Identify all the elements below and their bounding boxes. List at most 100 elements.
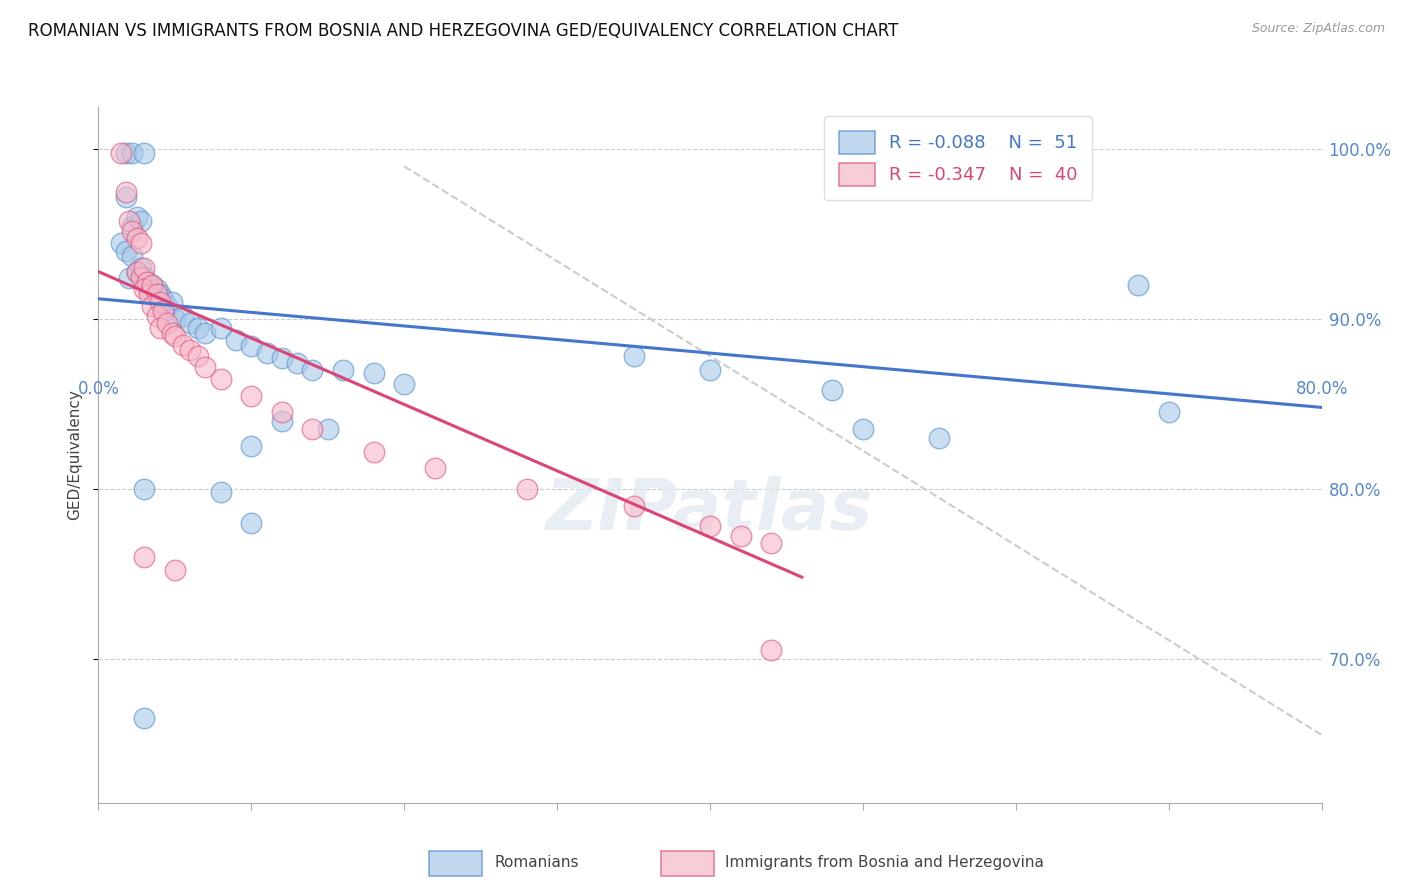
- Point: [209, 485, 232, 500]
- Point: [209, 371, 232, 385]
- Point: [699, 519, 721, 533]
- Point: [118, 271, 141, 285]
- Point: [115, 185, 138, 199]
- Point: [163, 563, 186, 577]
- Point: [118, 213, 141, 227]
- Text: 80.0%: 80.0%: [1295, 381, 1348, 399]
- Point: [129, 261, 152, 276]
- Point: [136, 275, 159, 289]
- Point: [172, 337, 194, 351]
- Point: [301, 363, 323, 377]
- Point: [125, 265, 148, 279]
- Point: [115, 244, 138, 259]
- Point: [141, 278, 163, 293]
- Point: [145, 309, 167, 323]
- Point: [270, 351, 292, 366]
- Point: [240, 339, 263, 353]
- Point: [121, 219, 143, 233]
- Point: [149, 295, 172, 310]
- Point: [179, 316, 201, 330]
- Point: [209, 320, 232, 334]
- Point: [125, 265, 148, 279]
- Point: [928, 431, 950, 445]
- Point: [125, 230, 148, 244]
- Point: [141, 299, 163, 313]
- Point: [156, 299, 179, 313]
- Point: [699, 363, 721, 377]
- Point: [138, 286, 160, 301]
- Point: [121, 224, 143, 238]
- Point: [141, 278, 163, 293]
- Point: [163, 312, 186, 326]
- Text: 0.0%: 0.0%: [77, 381, 120, 399]
- Point: [134, 549, 156, 564]
- Point: [623, 499, 645, 513]
- Point: [423, 461, 446, 475]
- Point: [270, 405, 292, 419]
- Point: [256, 346, 278, 360]
- Text: Immigrants from Bosnia and Herzegovina: Immigrants from Bosnia and Herzegovina: [725, 855, 1045, 870]
- Point: [134, 282, 156, 296]
- Point: [172, 309, 194, 323]
- Point: [145, 282, 167, 296]
- Point: [316, 422, 339, 436]
- Point: [363, 367, 385, 381]
- Y-axis label: GED/Equivalency: GED/Equivalency: [67, 390, 83, 520]
- Point: [134, 145, 156, 160]
- Point: [194, 326, 217, 340]
- Point: [149, 286, 172, 301]
- Point: [121, 145, 143, 160]
- Point: [187, 350, 209, 364]
- Point: [145, 286, 167, 301]
- Text: Romanians: Romanians: [495, 855, 579, 870]
- Point: [129, 235, 152, 250]
- Point: [301, 422, 323, 436]
- Point: [240, 516, 263, 530]
- Point: [152, 303, 174, 318]
- Point: [730, 529, 752, 543]
- Point: [134, 261, 156, 276]
- Point: [852, 422, 875, 436]
- Point: [149, 320, 172, 334]
- Point: [152, 292, 174, 306]
- Point: [134, 482, 156, 496]
- Point: [115, 190, 138, 204]
- Point: [156, 316, 179, 330]
- Text: ZIPatlas: ZIPatlas: [547, 476, 873, 545]
- Point: [623, 350, 645, 364]
- Text: Source: ZipAtlas.com: Source: ZipAtlas.com: [1251, 22, 1385, 36]
- Point: [240, 439, 263, 453]
- Point: [110, 145, 132, 160]
- Point: [134, 711, 156, 725]
- Point: [163, 329, 186, 343]
- Point: [129, 213, 152, 227]
- Point: [332, 363, 354, 377]
- Point: [129, 269, 152, 284]
- Text: ROMANIAN VS IMMIGRANTS FROM BOSNIA AND HERZEGOVINA GED/EQUIVALENCY CORRELATION C: ROMANIAN VS IMMIGRANTS FROM BOSNIA AND H…: [28, 22, 898, 40]
- Point: [194, 359, 217, 374]
- Point: [121, 249, 143, 263]
- Point: [138, 282, 160, 296]
- Point: [392, 376, 416, 391]
- Point: [759, 536, 782, 550]
- Point: [187, 320, 209, 334]
- Point: [160, 295, 183, 310]
- Point: [160, 326, 183, 340]
- Point: [285, 356, 308, 370]
- Point: [1128, 278, 1150, 293]
- Point: [125, 211, 148, 225]
- Point: [134, 269, 156, 284]
- Point: [270, 414, 292, 428]
- Legend: R = -0.088    N =  51, R = -0.347    N =  40: R = -0.088 N = 51, R = -0.347 N = 40: [824, 116, 1092, 201]
- Point: [759, 643, 782, 657]
- Point: [1157, 405, 1180, 419]
- Point: [821, 384, 844, 398]
- Point: [363, 444, 385, 458]
- Point: [115, 145, 138, 160]
- Point: [136, 275, 159, 289]
- Point: [110, 235, 132, 250]
- Point: [225, 333, 247, 347]
- Point: [240, 388, 263, 402]
- Point: [179, 343, 201, 357]
- Point: [516, 482, 538, 496]
